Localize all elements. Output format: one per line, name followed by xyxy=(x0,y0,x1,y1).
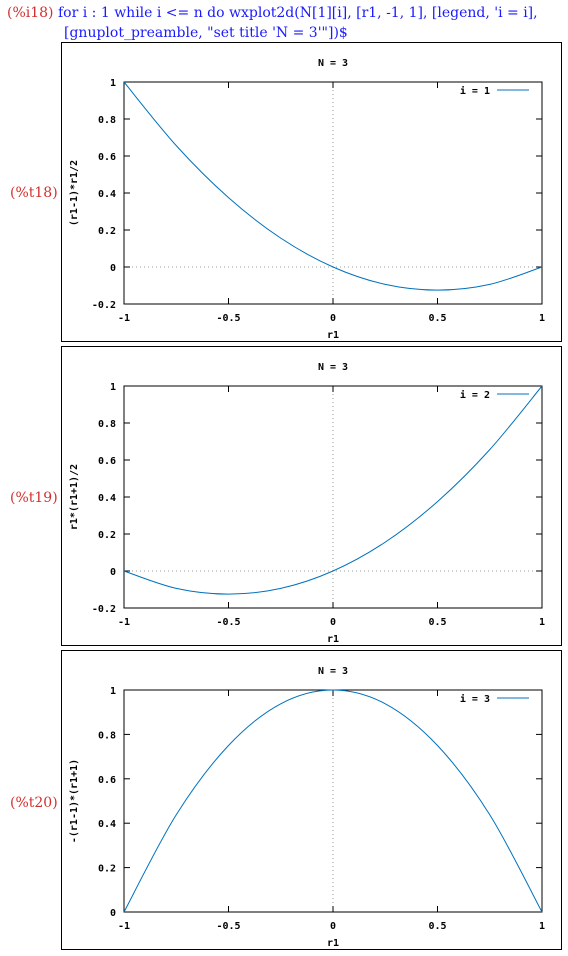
y-tick-label: 1 xyxy=(110,78,116,89)
y-tick-label: 0.4 xyxy=(98,189,116,200)
plot-2: -1 -0.5 0 0.5 1 -0.2 0 0.2 0.4 0.6 0.8 1 N = 3 r1 r1*(… xyxy=(61,346,562,646)
x-tick-label: 0 xyxy=(330,617,336,628)
plot-3: -1 -0.5 0 0.5 1 0 0.2 0.4 0.6 0.8 1 N = 3 r1 -(r1-1)*… xyxy=(61,650,562,950)
x-tick-label: -0.5 xyxy=(216,617,240,628)
y-tick-label: -0.2 xyxy=(92,604,116,615)
chart-title: N = 3 xyxy=(318,666,348,677)
input-label: (%i18) xyxy=(7,5,54,21)
y-tick-label: 0 xyxy=(110,908,116,919)
y-tick-label: 0 xyxy=(110,263,116,274)
x-tick-label: -1 xyxy=(118,617,130,628)
x-tick-label: 0 xyxy=(330,313,336,324)
y-tick-label: 0.6 xyxy=(98,152,116,163)
x-tick-label: 0.5 xyxy=(428,313,446,324)
x-axis-label: r1 xyxy=(327,634,339,645)
chart-title: N = 3 xyxy=(318,58,348,69)
y-tick-label: 0.2 xyxy=(98,864,116,875)
x-tick-label: 0.5 xyxy=(428,921,446,932)
plot-1: -1 -0.5 0 0.5 1 -0.2 0 0.2 0.4 0.6 0.8 1 N = 3 r1 (r1-… xyxy=(61,42,562,342)
y-axis-label: -(r1-1)*(r1+1) xyxy=(69,759,80,843)
legend-label: i = 2 xyxy=(460,389,490,401)
output-label-2: (%t19) xyxy=(10,490,58,506)
y-tick-label: 0.2 xyxy=(98,226,116,237)
x-tick-label: 1 xyxy=(539,313,545,324)
legend-label: i = 1 xyxy=(460,85,490,97)
y-tick-label: 0 xyxy=(110,567,116,578)
y-tick-label: -0.2 xyxy=(92,300,116,311)
y-tick-label: 0.8 xyxy=(98,115,116,126)
chart-1: -1 -0.5 0 0.5 1 -0.2 0 0.2 0.4 0.6 0.8 1 N = 3 r1 (r1-… xyxy=(69,58,545,341)
series-line xyxy=(123,689,543,913)
chart-3: -1 -0.5 0 0.5 1 0 0.2 0.4 0.6 0.8 1 N = 3 r1 -(r1-1)*… xyxy=(69,666,545,949)
legend-label: i = 3 xyxy=(460,693,490,705)
chart-title: N = 3 xyxy=(318,362,348,373)
y-tick-label: 0.8 xyxy=(98,419,116,430)
y-tick-label: 0.6 xyxy=(98,456,116,467)
x-tick-label: -1 xyxy=(118,921,130,932)
y-tick-label: 0.6 xyxy=(98,775,116,786)
input-code-line-2[interactable]: [gnuplot_preamble, "set title 'N = 3'"])… xyxy=(64,25,348,41)
x-tick-label: 0 xyxy=(330,921,336,932)
x-tick-label: -1 xyxy=(118,313,130,324)
y-tick-label: 0.2 xyxy=(98,530,116,541)
x-axis-label: r1 xyxy=(327,330,339,341)
input-code-line-1[interactable]: for i : 1 while i <= n do wxplot2d(N[1][… xyxy=(57,5,538,21)
x-tick-label: 1 xyxy=(539,921,545,932)
x-axis-label: r1 xyxy=(327,938,339,949)
output-label-3: (%t20) xyxy=(10,795,58,811)
x-tick-label: -0.5 xyxy=(216,313,240,324)
series-line xyxy=(123,385,543,595)
output-label-1: (%t18) xyxy=(10,185,58,201)
y-axis-label: r1*(r1+1)/2 xyxy=(69,464,80,530)
y-axis-label: (r1-1)*r1/2 xyxy=(69,160,80,226)
input-cell[interactable]: (%i18) for i : 1 while i <= n do wxplot2… xyxy=(7,3,562,43)
x-tick-label: 0.5 xyxy=(428,617,446,628)
x-tick-label: -0.5 xyxy=(216,921,240,932)
chart-2: -1 -0.5 0 0.5 1 -0.2 0 0.2 0.4 0.6 0.8 1 N = 3 r1 r1*(… xyxy=(69,362,545,645)
x-tick-label: 1 xyxy=(539,617,545,628)
y-tick-label: 1 xyxy=(110,382,116,393)
series-line xyxy=(123,81,543,291)
y-tick-label: 0.8 xyxy=(98,730,116,741)
y-tick-label: 0.4 xyxy=(98,493,116,504)
y-tick-label: 1 xyxy=(110,686,116,697)
y-tick-label: 0.4 xyxy=(98,819,116,830)
